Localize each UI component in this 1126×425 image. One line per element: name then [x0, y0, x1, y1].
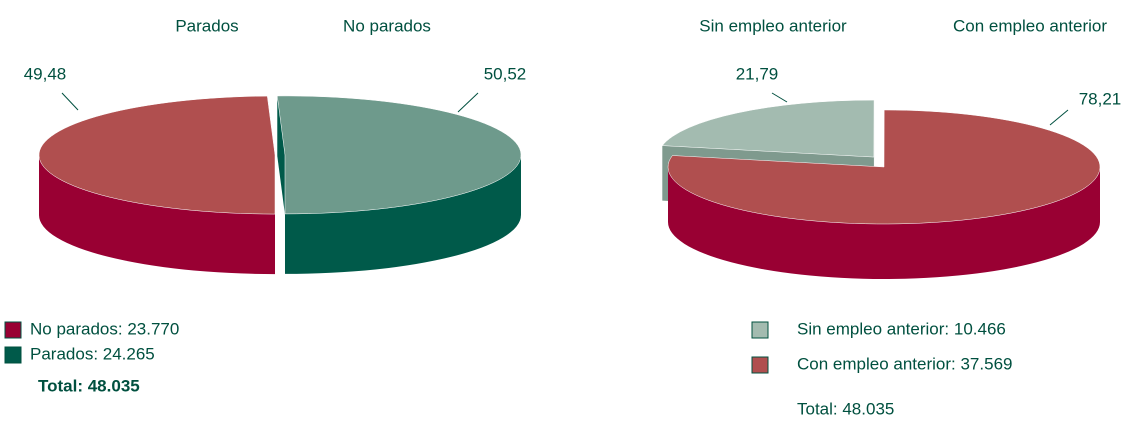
- leader-line: [771, 92, 788, 103]
- pie-top: [38, 95, 276, 215]
- legend-label: Parados: 24.265: [30, 344, 155, 363]
- legend-swatch: [4, 321, 22, 339]
- total-label: Total: 48.035: [797, 399, 894, 418]
- pie-side: [39, 155, 276, 275]
- pie-slice: [667, 109, 1101, 279]
- legend-label: Sin empleo anterior: 10.466: [797, 319, 1006, 338]
- legend-label: No parados: 23.770: [30, 319, 179, 338]
- leader-line: [457, 92, 479, 113]
- value-label: 50,52: [484, 64, 527, 83]
- pie-side: [668, 167, 1100, 279]
- category-heading: No parados: [343, 16, 431, 35]
- pie-side: [284, 154, 521, 274]
- value-label: 78,21: [1079, 89, 1122, 108]
- legend-label: Con empleo anterior: 37.569: [797, 354, 1012, 373]
- legend-swatch: [751, 321, 769, 339]
- pie-top: [277, 95, 522, 215]
- legend-swatch: [751, 356, 769, 374]
- category-heading: Sin empleo anterior: [699, 16, 847, 35]
- legend-swatch: [4, 346, 22, 364]
- pie-top: [661, 99, 875, 158]
- pie-slice: [277, 95, 522, 274]
- value-label: 49,48: [24, 64, 67, 83]
- leader-line: [61, 92, 79, 111]
- category-heading: Con empleo anterior: [953, 16, 1107, 35]
- total-label: Total: 48.035: [38, 376, 140, 395]
- pie-cut-face: [277, 95, 285, 215]
- pie-top: [667, 109, 1101, 225]
- pie-slice: [38, 95, 276, 275]
- category-heading: Parados: [175, 16, 238, 35]
- value-label: 21,79: [736, 64, 779, 83]
- leader-line: [1049, 109, 1069, 126]
